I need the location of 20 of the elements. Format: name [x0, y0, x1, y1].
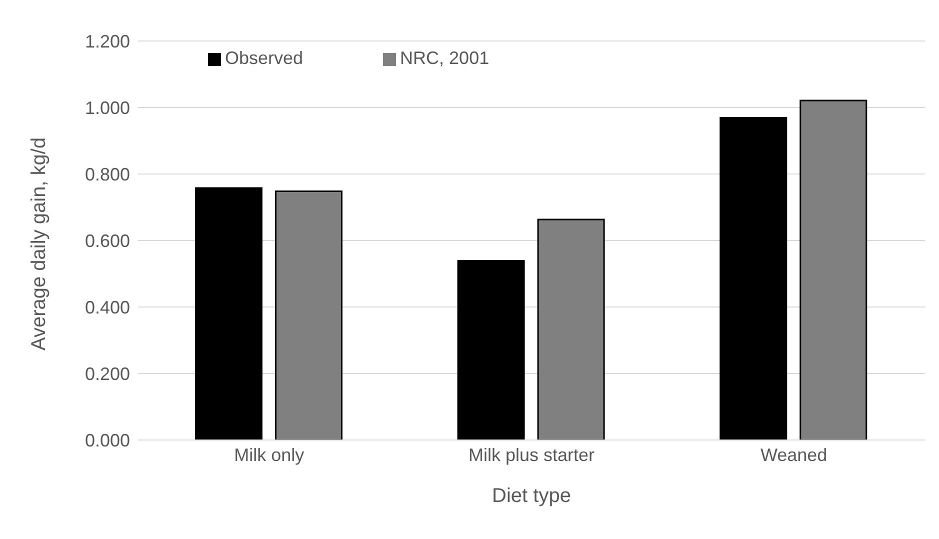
legend-label: Observed	[225, 48, 304, 68]
bar	[720, 117, 788, 440]
y-tick-label: 0.600	[84, 230, 130, 251]
y-tick-label: 1.000	[84, 98, 130, 118]
bar	[194, 187, 262, 440]
bar	[537, 218, 605, 440]
x-tick-label: Milk only	[234, 444, 304, 465]
y-tick-label: 0.800	[84, 164, 130, 184]
bar	[457, 260, 525, 440]
y-tick-label: 0.200	[84, 364, 130, 384]
x-tick-label: Weaned	[760, 444, 828, 465]
x-axis-title: Diet type	[492, 485, 571, 507]
bar	[800, 100, 868, 440]
bar	[274, 190, 342, 440]
y-tick-label: 1.200	[84, 31, 130, 52]
y-tick-label: 0.000	[84, 430, 130, 450]
legend-label: NRC, 2001	[400, 48, 490, 68]
x-tick-label: Milk plus starter	[468, 444, 595, 465]
y-axis-title: Average daily gain, kg/d	[28, 137, 50, 350]
y-tick-label: 0.400	[84, 297, 130, 318]
